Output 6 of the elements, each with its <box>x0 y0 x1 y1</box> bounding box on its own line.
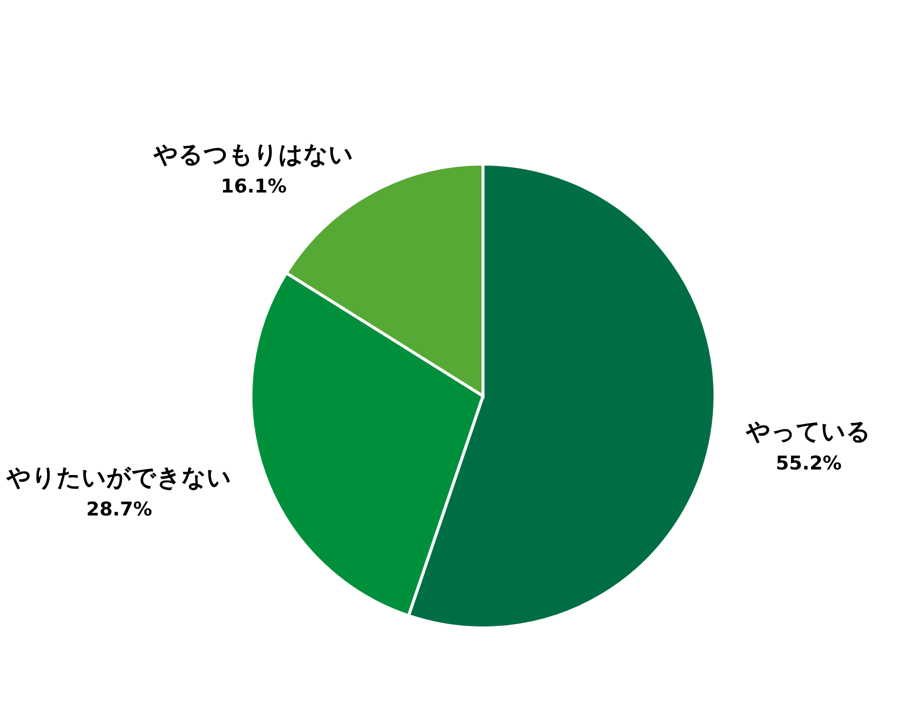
data-label: 16.1% <box>220 176 287 198</box>
slice-label: やるつもりはない <box>152 140 354 169</box>
data-label: 55.2% <box>776 452 842 474</box>
slice-label: やっている <box>745 417 872 446</box>
data-label: 28.7% <box>86 498 152 521</box>
slice-label: やりたいができない <box>6 464 232 492</box>
